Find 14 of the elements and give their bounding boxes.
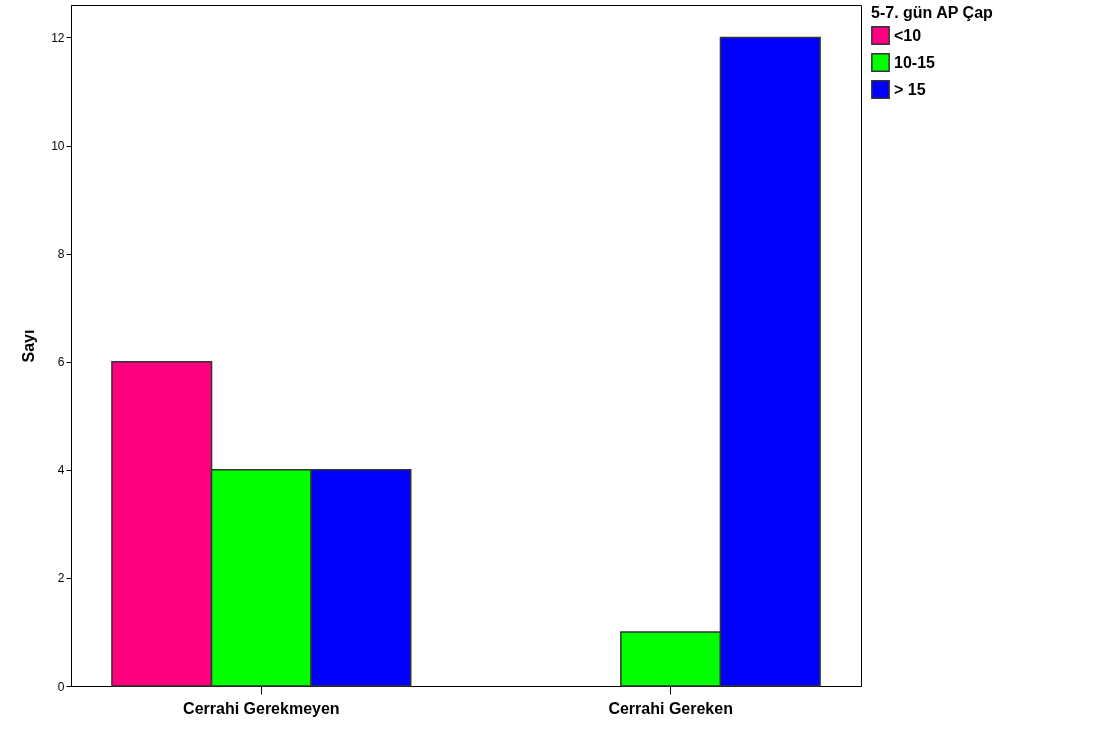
- y-tick-label: 10: [51, 139, 65, 154]
- y-axis-title: Sayı: [20, 329, 38, 363]
- y-tick-label: 4: [57, 463, 65, 478]
- y-tick-label: 12: [51, 30, 65, 45]
- legend-title: 5-7. gün AP Çap: [871, 4, 994, 21]
- y-tick-label: 0: [57, 679, 65, 694]
- legend-label: <10: [894, 26, 922, 44]
- y-tick-label: 8: [57, 247, 65, 262]
- x-tick-label: Cerrahi Gereken: [608, 699, 733, 717]
- y-tick-label: 2: [57, 571, 65, 586]
- legend-label: > 15: [894, 80, 926, 98]
- y-tick-label: 6: [57, 355, 65, 370]
- x-tick-label: Cerrahi Gerekmeyen: [183, 699, 340, 717]
- legend-label: 10-15: [894, 53, 936, 71]
